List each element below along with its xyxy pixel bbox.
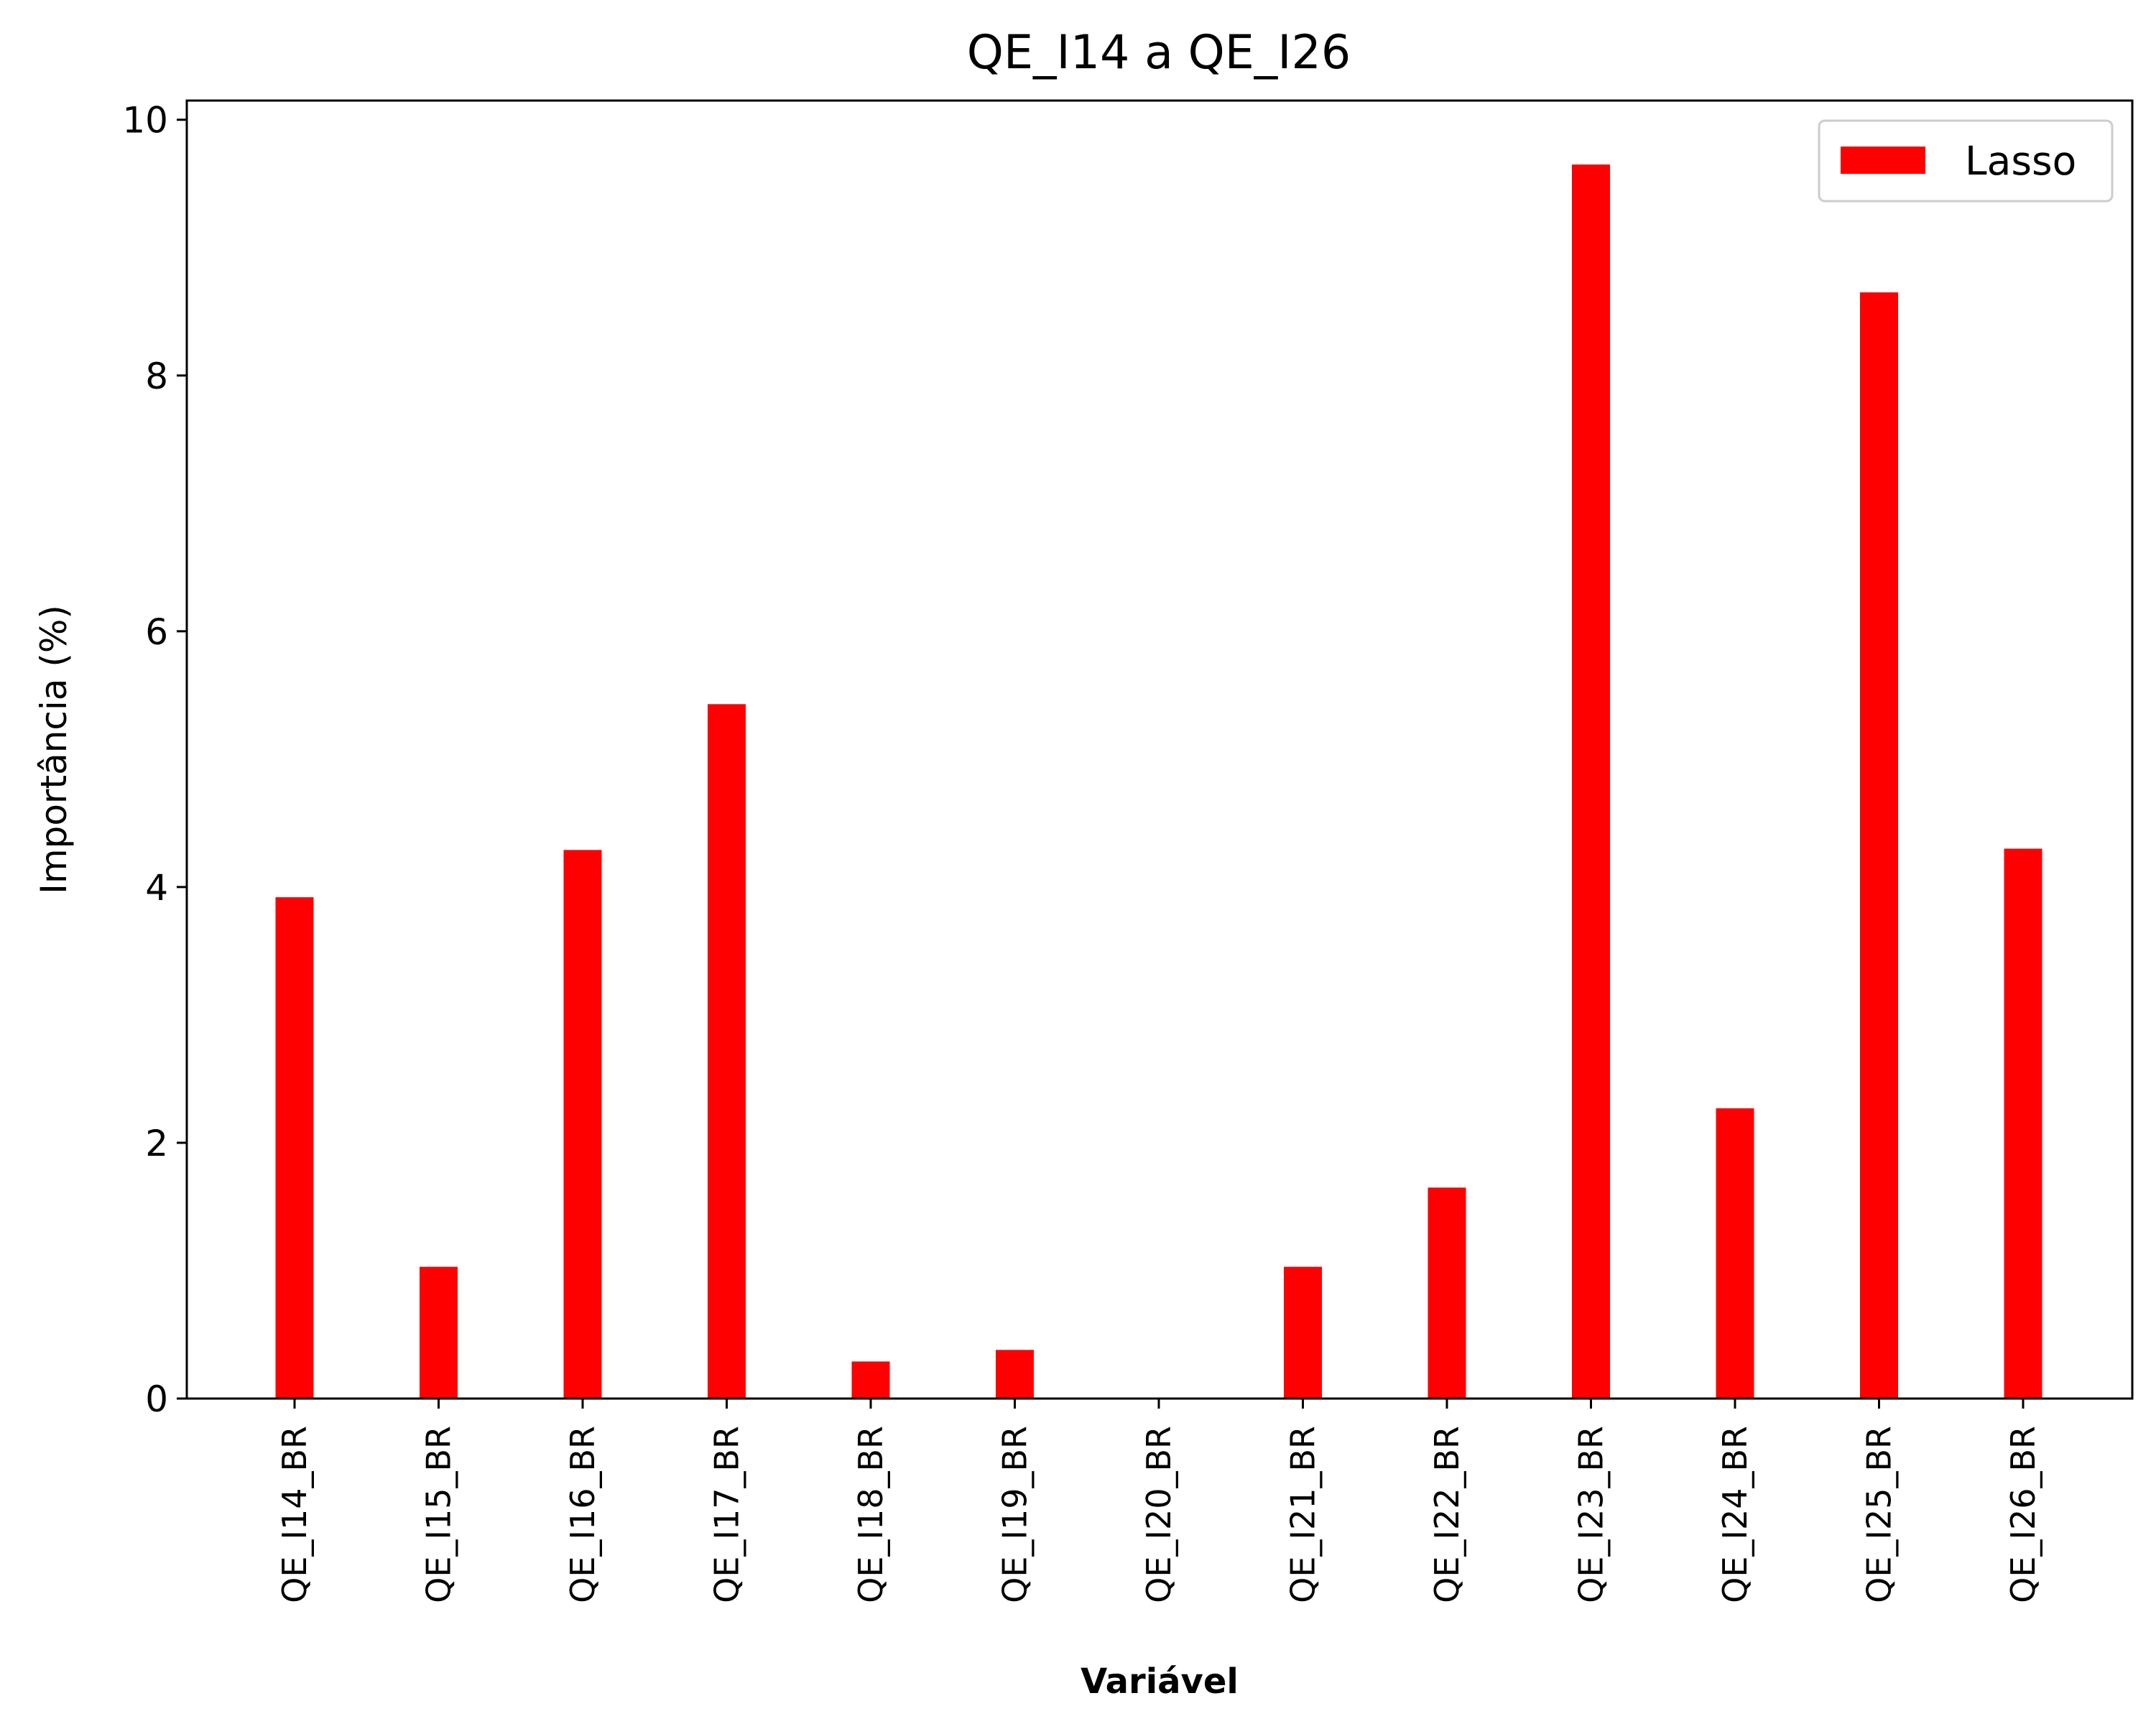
bar-qe-i15-br [420,1266,458,1399]
bar-qe-i16-br [563,850,602,1399]
plot-frame [185,99,2134,1400]
y-tick-label: 4 [145,867,168,909]
x-axis-label: Variável [1081,1661,1239,1702]
x-tick-label: QE_I26_BR [2004,1426,2042,1603]
x-tick-label: QE_I21_BR [1284,1426,1323,1603]
y-tick-label: 2 [145,1123,168,1164]
legend-label: Lasso [1965,138,2076,184]
chart-title: QE_I14 a QE_I26 [967,26,1351,80]
y-tick-label: 10 [122,100,168,142]
x-tick-label: QE_I19_BR [996,1426,1035,1603]
bar-qe-i24-br [1716,1108,1754,1399]
bar-qe-i26-br [2004,848,2042,1399]
y-tick-label: 6 [145,611,168,653]
legend: Lasso [1818,119,2114,203]
legend-swatch [1841,147,1925,174]
bar-qe-i25-br [1860,292,1898,1399]
y-axis-label: Importância (%) [33,605,75,894]
x-tick-label: QE_I23_BR [1572,1426,1611,1603]
x-tick-label: QE_I25_BR [1860,1426,1899,1603]
x-tick-label: QE_I14_BR [275,1426,314,1603]
bar-qe-i21-br [1284,1266,1322,1399]
bar-qe-i22-br [1428,1187,1466,1399]
x-tick-label: QE_I20_BR [1139,1426,1178,1603]
x-tick-label: QE_I24_BR [1716,1426,1754,1603]
legend-box [1818,119,2114,203]
x-tick-label: QE_I18_BR [851,1426,890,1603]
bar-qe-i19-br [996,1350,1034,1399]
bar-qe-i18-br [851,1361,890,1399]
y-axis-ticks: 0 2 4 6 8 10 [122,100,187,1420]
bar-qe-i14-br [275,897,314,1399]
bar-qe-i23-br [1572,164,1610,1399]
y-tick-label: 0 [145,1378,168,1420]
bar-qe-i17-br [708,704,746,1399]
x-tick-label: QE_I22_BR [1428,1426,1466,1603]
x-tick-label: QE_I17_BR [708,1426,746,1603]
bars-group [275,164,2042,1399]
y-tick-label: 8 [145,356,168,397]
x-axis-ticks: QE_I14_BR QE_I15_BR QE_I16_BR QE_I17_BR QE_I… [275,1399,2042,1603]
x-tick-label: QE_I15_BR [420,1426,458,1603]
x-tick-label: QE_I16_BR [563,1426,602,1603]
